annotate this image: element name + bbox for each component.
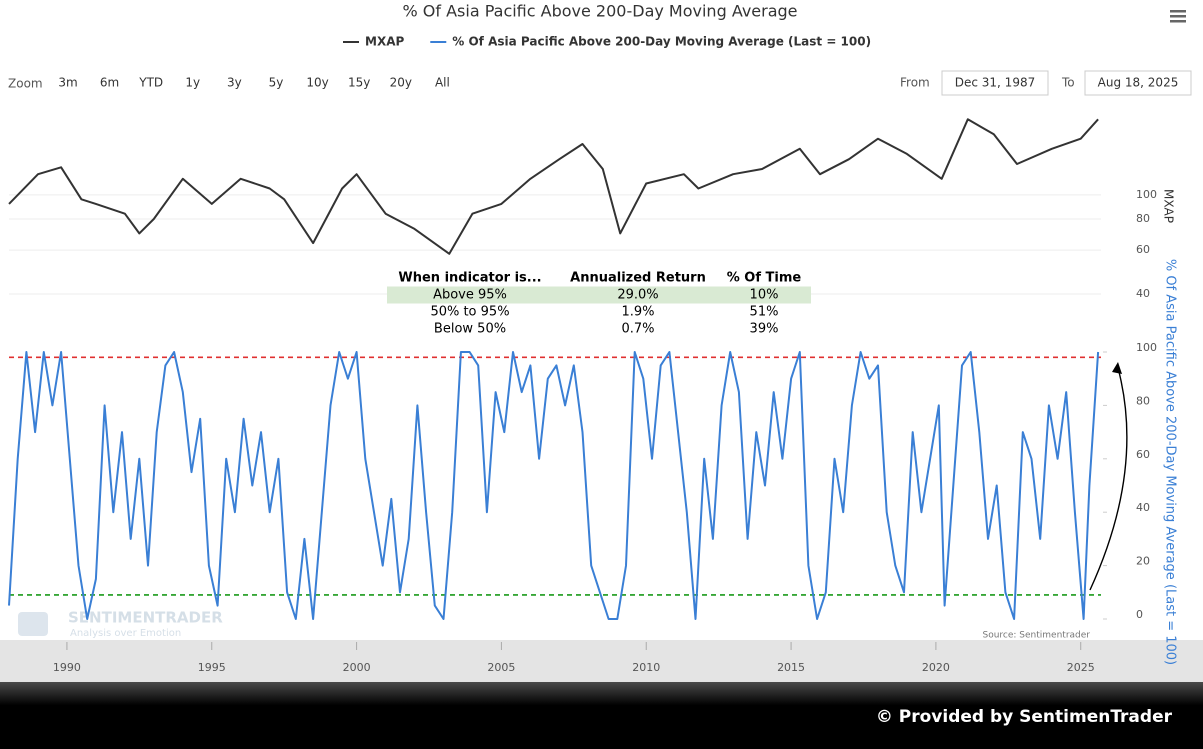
watermark-text: Analysis over Emotion [70, 628, 181, 639]
series-line [8, 118, 1099, 255]
zoom-button[interactable]: 10y [306, 76, 328, 90]
y-tick-label: 80 [1136, 212, 1150, 225]
zoom-button[interactable]: 3y [227, 76, 242, 90]
table-header: When indicator is... [398, 271, 541, 286]
watermark: SENTIMENTRADER Analysis over Emotion [18, 609, 223, 639]
from-date: Dec 31, 1987 [955, 76, 1035, 90]
table-cell: 39% [750, 322, 779, 337]
to-input[interactable] [1084, 70, 1192, 96]
from-label: From [900, 76, 930, 90]
y2-tick-label: 60 [1136, 448, 1150, 461]
table-cell: Below 50% [434, 322, 506, 337]
table-header: Annualized Return [570, 271, 706, 286]
y-tick-label: 60 [1136, 243, 1150, 256]
table-header: % Of Time [727, 271, 802, 286]
credit: © Provided by SentimenTrader [876, 707, 1173, 727]
legend-label: % Of Asia Pacific Above 200-Day Moving A… [452, 35, 871, 49]
zoom-button[interactable]: 3m [58, 76, 77, 90]
zoom-button[interactable]: All [435, 76, 450, 90]
chart-title: % Of Asia Pacific Above 200-Day Moving A… [402, 2, 797, 21]
x-tick-label: 1995 [198, 661, 226, 674]
x-tick-label: 2000 [343, 661, 371, 674]
watermark-text: SENTIMENTRADER [68, 609, 223, 627]
to-label: To [1061, 76, 1075, 90]
y2-tick-label: 0 [1136, 608, 1143, 621]
navigator [0, 640, 1203, 682]
x-tick-label: 2025 [1067, 661, 1095, 674]
zoom-button[interactable]: YTD [138, 76, 163, 90]
table-cell: 50% to 95% [430, 305, 509, 320]
table-cell: 29.0% [617, 288, 658, 303]
table-cell: 10% [750, 288, 779, 303]
zoom-button[interactable]: 1y [185, 76, 200, 90]
table-cell: 1.9% [621, 305, 654, 320]
x-tick-label: 2020 [922, 661, 950, 674]
y2-tick-label: 20 [1136, 555, 1150, 568]
table-cell: 51% [750, 305, 779, 320]
menu-icon[interactable] [1170, 10, 1186, 23]
y2-tick-label: 40 [1136, 501, 1150, 514]
x-tick-label: 2010 [632, 661, 660, 674]
y-tick-label: 100 [1136, 188, 1157, 201]
to-date: Aug 18, 2025 [1098, 76, 1179, 90]
x-tick-label: 2005 [487, 661, 515, 674]
y-tick-label: 40 [1136, 287, 1150, 300]
table-cell: 0.7% [621, 322, 654, 337]
zoom-button[interactable]: 5y [269, 76, 284, 90]
y2-axis-title: % Of Asia Pacific Above 200-Day Moving A… [1163, 259, 1178, 665]
zoom-button[interactable]: 6m [100, 76, 119, 90]
source: Source: Sentimentrader [983, 631, 1091, 641]
zoom-button[interactable]: 15y [348, 76, 370, 90]
x-tick-label: 2015 [777, 661, 805, 674]
y2-tick-label: 100 [1136, 341, 1157, 354]
zoom-label: Zoom [8, 77, 43, 91]
legend-label: MXAP [365, 35, 404, 49]
annotation-arrow [1089, 367, 1128, 591]
table-cell: Above 95% [433, 288, 507, 303]
x-tick-label: 1990 [53, 661, 81, 674]
series-line [8, 351, 1100, 620]
y-axis-title: MXAP [1162, 189, 1176, 223]
from-input[interactable] [941, 70, 1049, 96]
footer-bar [0, 682, 1203, 749]
zoom-button[interactable]: 20y [390, 76, 412, 90]
table-highlight [387, 286, 811, 304]
arrow-head [1112, 362, 1122, 374]
y2-tick-label: 80 [1136, 394, 1150, 407]
